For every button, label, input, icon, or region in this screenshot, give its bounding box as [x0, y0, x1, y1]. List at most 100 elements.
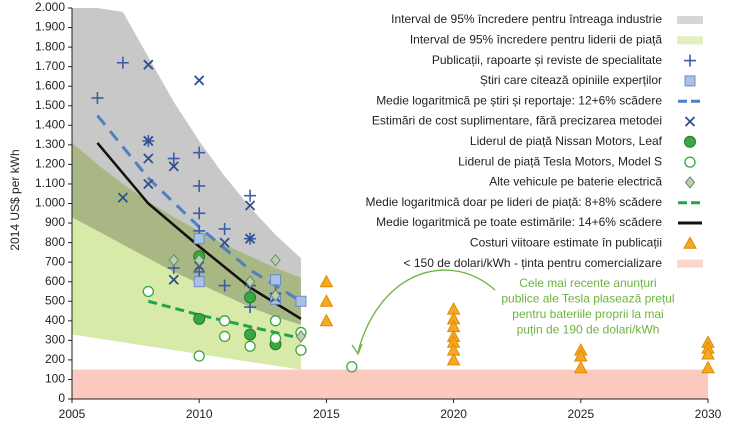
legend-label: Medie logaritmică doar pe lideri de piaț… [365, 195, 662, 209]
diamond [194, 253, 205, 267]
y-tick-label: 2.000 [35, 0, 65, 14]
legend-label: Știri care citează opiniile experților [480, 73, 662, 87]
legend-label: Medie logaritmică pe toate estimările: 1… [376, 215, 662, 229]
legend-label: Alte vehicule pe baterie electrică [489, 175, 662, 189]
bands [72, 8, 708, 399]
marker-plus [167, 152, 180, 165]
marker-plus [193, 207, 206, 220]
ring [269, 332, 282, 345]
legend: Interval de 95% încredere pentru întreag… [365, 12, 703, 270]
y-tick-label: 100 [45, 372, 65, 386]
diamond [244, 275, 256, 288]
annotation-text: puțin de 190 de dolari/kWh [517, 323, 660, 337]
marker-ring [684, 156, 696, 168]
cross-b [684, 116, 696, 127]
marker-triangle [683, 236, 697, 249]
y-tick-label: 600 [45, 274, 65, 288]
marker-diamond [168, 253, 179, 267]
marker-triangle [701, 346, 715, 360]
marker-triangle [319, 294, 334, 307]
triangle [319, 274, 334, 288]
marker-dot [684, 135, 696, 148]
x-tick-label: 2015 [313, 407, 340, 421]
dot [244, 328, 257, 341]
cross-b [143, 178, 154, 190]
marker-triangle [573, 360, 588, 374]
marker-cross [219, 237, 230, 248]
ring [244, 340, 256, 352]
legend-label: Interval de 95% încredere pentru întreag… [391, 12, 662, 26]
y-tick-label: 1.600 [35, 78, 65, 92]
legend-label: Interval de 95% încredere pentru liderii… [410, 32, 662, 46]
marker-cross [117, 192, 129, 203]
marker-cross [194, 75, 205, 86]
y-tick-label: 400 [45, 313, 65, 327]
marker-cross [143, 178, 154, 190]
square [295, 295, 307, 307]
marker-ring [218, 315, 231, 327]
y-tick-label: 1.000 [35, 196, 65, 210]
y-tick-label: 900 [45, 215, 65, 229]
x-tick-label: 2010 [186, 407, 213, 421]
legend-label: Medie logaritmică pe știri și reportaje:… [376, 93, 662, 107]
cross-b [244, 200, 256, 211]
marker-diamond [295, 330, 307, 343]
annotation-arrowhead [351, 343, 363, 356]
x-tick-label: 2025 [567, 407, 594, 421]
marker-cross [143, 153, 154, 164]
marker-plus [116, 56, 129, 69]
marker-cross [168, 161, 179, 172]
legend-swatch [677, 16, 703, 24]
y-tick-label: 700 [45, 254, 65, 268]
x-tick-label: 2030 [695, 407, 722, 421]
square [270, 274, 282, 286]
marker-plus [193, 265, 206, 278]
triangle [319, 313, 334, 327]
marker-triangle [701, 360, 715, 374]
ring [218, 315, 231, 327]
square [193, 276, 205, 288]
triangle [683, 236, 697, 249]
marker-square [295, 295, 307, 307]
marker-plus [91, 91, 104, 104]
marker-ring [244, 340, 256, 352]
marker-ring [269, 315, 282, 327]
x-tick-label: 2005 [59, 407, 86, 421]
y-tick-label: 1.700 [35, 59, 65, 73]
legend-label: Costuri viitoare estimate în publicații [470, 235, 662, 249]
marker-ring [142, 285, 154, 298]
cross-b [168, 274, 179, 285]
marker-plus [244, 189, 257, 202]
y-tick-label: 1.800 [35, 39, 65, 53]
ring [269, 315, 282, 327]
cross-b [244, 233, 256, 244]
y-tick-label: 1.900 [35, 20, 65, 34]
marker-ring [346, 361, 358, 373]
marker-plus [193, 179, 206, 192]
marker-plus [218, 279, 231, 292]
dot [684, 135, 696, 148]
triangle [701, 346, 715, 360]
marker-cross [143, 135, 154, 147]
ring [193, 350, 205, 362]
marker-square [270, 274, 282, 286]
dot [244, 291, 257, 304]
points [91, 56, 715, 374]
triangle [446, 352, 461, 366]
legend-label: Liderul de piață Nissan Motors, Leaf [470, 134, 663, 148]
annotation-text: Cele mai recente anunțuri [519, 276, 656, 290]
y-tick-label: 0 [58, 391, 65, 405]
diamond [270, 253, 281, 267]
y-tick-label: 200 [45, 352, 65, 366]
y-tick-label: 1.100 [35, 176, 65, 190]
marker-dot [244, 328, 257, 341]
axes: 0 100 200 300 400 500 600 700 800 900 1.000 1.100 1.… [35, 0, 722, 421]
x-tick-label: 2020 [440, 407, 467, 421]
legend-swatch [677, 259, 703, 268]
cross-b [117, 192, 129, 203]
marker-square [193, 233, 205, 245]
square [193, 233, 205, 245]
y-tick-label: 1.300 [35, 137, 65, 151]
triangle [573, 360, 588, 374]
ring [295, 344, 307, 356]
